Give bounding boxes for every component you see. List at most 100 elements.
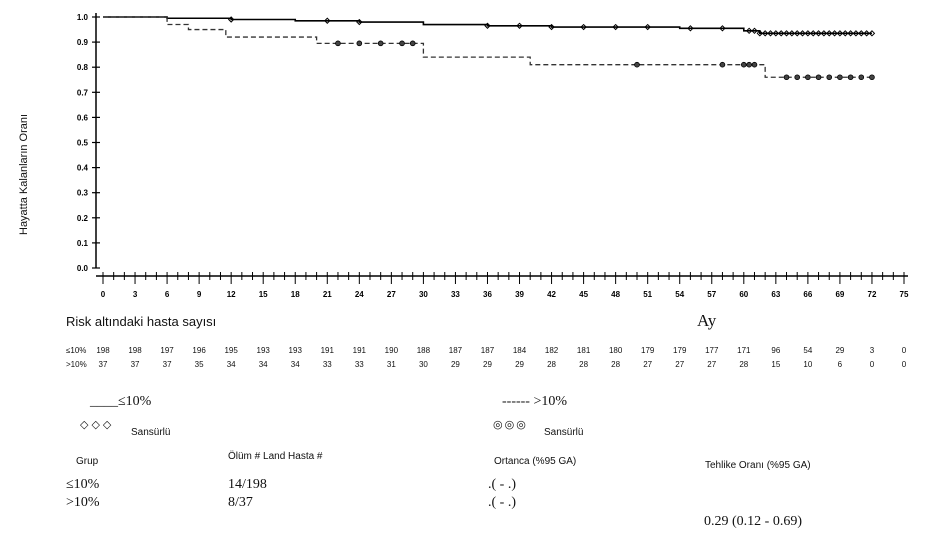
summary-row2-median: .( - .): [488, 495, 516, 510]
risk-count: 34: [258, 360, 268, 369]
x-tick-label: 3: [133, 290, 138, 299]
censor-mark-high: [335, 40, 341, 47]
risk-count: 193: [288, 346, 302, 355]
y-tick-label: 0.4: [77, 164, 89, 173]
risk-row-label: >10%: [66, 360, 87, 369]
legend-group1-line: ____≤10%: [90, 394, 152, 409]
risk-count: 196: [192, 346, 206, 355]
legend-censor-label-2: Sansürlü: [544, 427, 584, 438]
risk-table-title: Risk altındaki hasta sayısı: [66, 314, 217, 329]
y-tick-label: 1.0: [77, 13, 89, 22]
risk-count: 28: [739, 360, 749, 369]
censor-mark-low: [548, 23, 555, 31]
risk-count: 27: [675, 360, 685, 369]
risk-count: 28: [547, 360, 556, 369]
risk-count: 34: [226, 360, 236, 369]
x-tick-label: 9: [197, 290, 202, 299]
censor-mark-high: [783, 74, 790, 81]
censor-mark-high: [409, 40, 416, 47]
censor-mark-high: [847, 74, 854, 81]
censor-mark-low: [580, 23, 587, 31]
risk-count: 27: [643, 360, 653, 369]
x-tick-label: 33: [451, 290, 460, 299]
risk-count: 29: [515, 360, 524, 369]
x-tick-label: 0: [101, 290, 106, 299]
x-tick-label: 36: [483, 290, 492, 299]
y-tick-label: 0.5: [77, 139, 89, 148]
risk-count: 30: [418, 360, 428, 369]
x-axis-label: Ay: [697, 311, 717, 330]
x-tick-label: 54: [675, 290, 684, 299]
censor-mark-high: [377, 40, 384, 47]
risk-count: 28: [611, 360, 621, 369]
censor-mark-high: [837, 74, 843, 81]
plot-axes: [95, 13, 908, 277]
censor-mark-low: [868, 30, 876, 37]
censor-mark-high: [356, 40, 363, 47]
risk-count: 197: [160, 346, 174, 355]
x-tick-label: 69: [835, 290, 844, 299]
risk-count: 171: [737, 346, 751, 355]
censor-mark-high: [805, 74, 811, 81]
x-tick-label: 42: [547, 290, 556, 299]
x-tick-label: 63: [771, 290, 780, 299]
risk-count: 29: [835, 346, 845, 355]
x-tick-label: 18: [291, 290, 300, 299]
x-tick-label: 6: [165, 290, 170, 299]
summary-header-median: Ortanca (%95 GA): [494, 456, 577, 467]
censor-mark-low: [516, 22, 523, 29]
summary-header-group: Grup: [76, 456, 99, 467]
y-tick-label: 0.9: [77, 38, 89, 47]
censor-mark-low: [719, 25, 726, 32]
summary-header-deaths: Ölüm # Land Hasta #: [228, 451, 323, 462]
summary-row1-median: .( - .): [488, 477, 516, 492]
censor-mark-low: [484, 22, 491, 29]
summary-row2-group: >10%: [66, 495, 100, 510]
risk-count: 182: [544, 346, 559, 355]
x-tick-label: 60: [739, 290, 748, 299]
risk-count: 3: [869, 346, 875, 355]
risk-count: 96: [771, 346, 781, 355]
risk-count: 33: [354, 360, 364, 369]
risk-count: 188: [416, 346, 431, 355]
x-tick-label: 27: [387, 290, 396, 299]
y-tick-label: 0.3: [77, 189, 89, 198]
censor-mark-high: [826, 74, 833, 81]
risk-count: 31: [386, 360, 396, 369]
risk-count: 179: [640, 346, 655, 355]
risk-count: 27: [707, 360, 717, 369]
x-tick-label: 57: [707, 290, 716, 299]
risk-count: 15: [771, 360, 781, 369]
censor-mark-low: [324, 17, 331, 24]
risk-count: 191: [352, 346, 366, 355]
risk-count: 37: [98, 360, 108, 369]
summary-row2-deaths: 8/37: [228, 495, 253, 510]
censor-mark-low: [644, 23, 651, 31]
risk-count: 6: [837, 360, 843, 369]
y-tick-label: 0.0: [77, 264, 89, 273]
risk-count: 10: [803, 360, 813, 369]
censor-mark-low: [612, 23, 619, 31]
y-tick-label: 0.1: [77, 239, 89, 248]
summary-header-hazard: Tehlike Oranı (%95 GA): [705, 460, 811, 471]
risk-count: 198: [96, 346, 110, 355]
risk-count: 198: [128, 346, 142, 355]
risk-count: 181: [576, 346, 591, 355]
risk-count: 0: [901, 346, 907, 355]
x-tick-label: 15: [259, 290, 268, 299]
risk-row-high: >10% 37 37 37 35 34 34 34 33 33 31 30 29 29 29 28 28 28 27…: [0, 360, 947, 372]
censor-mark-high: [751, 61, 758, 68]
risk-count: 190: [384, 346, 399, 355]
x-tick-label: 21: [323, 290, 332, 299]
risk-count: 191: [320, 346, 334, 355]
risk-row-label: ≤10%: [66, 346, 87, 355]
risk-row-low: ≤10% 198 198 197 196 195 193 193 191 191 190 188 187…: [0, 346, 947, 358]
x-tick-label: 66: [803, 290, 812, 299]
x-tick-label: 24: [355, 290, 364, 299]
x-tick-label: 72: [868, 290, 877, 299]
y-axis-label: Hayatta Kalanların Oranı: [18, 113, 30, 235]
series-line-low: [103, 16, 872, 35]
risk-count: 193: [256, 346, 270, 355]
censor-mark-high: [858, 74, 865, 81]
censor-mark-high: [719, 61, 726, 68]
